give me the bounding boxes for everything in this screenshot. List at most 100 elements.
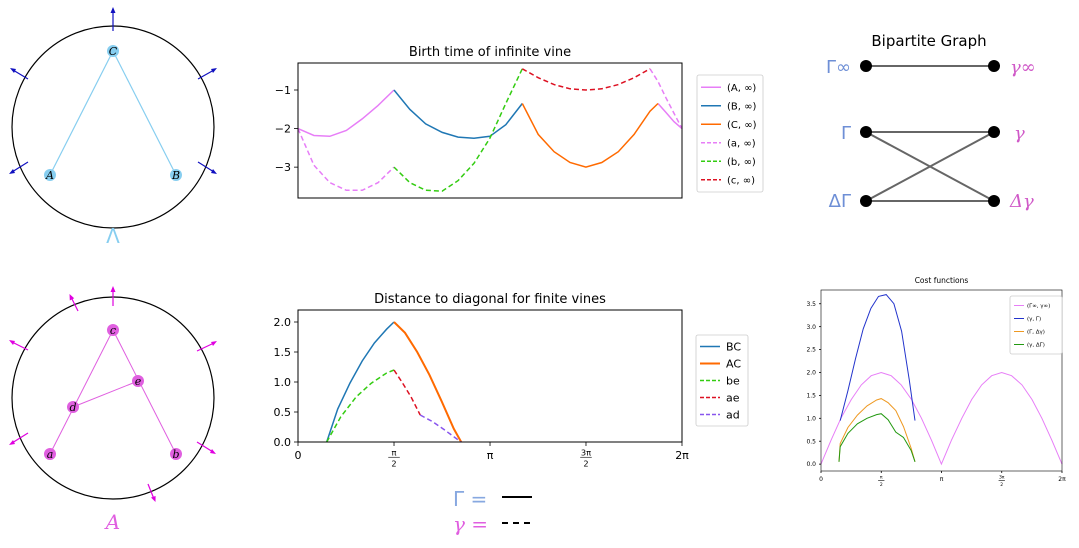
- y-tick-label: 2.0: [274, 316, 292, 329]
- y-tick-label: 1.5: [274, 346, 292, 359]
- bottom-caption: A: [104, 510, 120, 534]
- chart-title: Cost functions: [915, 276, 969, 285]
- series-line-ae-3: [393, 369, 421, 416]
- legend-box: [1009, 295, 1063, 355]
- normal-arrow: [12, 69, 29, 80]
- birth-time-chart: Birth time of infinite vine −1 −2 −3 (A, ∞) (…: [275, 45, 764, 199]
- gamma-low-label: γ =: [453, 512, 488, 536]
- graph-node: [988, 126, 1000, 138]
- cost-chart: Cost functions 0.0 0.5 1.0 1.5 2.0 2.5 3.0 3.5 0 π…: [806, 276, 1066, 488]
- edge-cb: [112, 329, 177, 455]
- graph-left-label: Γ: [841, 123, 851, 144]
- graph-node: [860, 126, 872, 138]
- vertex-B: [170, 169, 182, 181]
- legend-label: (Γ, Δγ): [1027, 329, 1045, 335]
- edge-CA: [49, 50, 114, 176]
- legend-label: ae: [726, 391, 740, 404]
- legend-label: be: [726, 374, 740, 387]
- legend-label: (c, ∞): [727, 175, 755, 186]
- top-caption: Λ: [106, 224, 120, 248]
- vertex-a: [44, 448, 56, 460]
- graph-left-label: Γ∞: [826, 57, 851, 78]
- x-tick-label-den: 2: [583, 459, 588, 469]
- vertex-d: [67, 401, 79, 413]
- legend-label: (B, ∞): [727, 101, 756, 112]
- y-tick-label: 1.0: [806, 415, 816, 422]
- series-line-A-0: [297, 89, 395, 138]
- legend-label: (a, ∞): [727, 138, 756, 149]
- x-tick-label-den: 2: [1000, 482, 1003, 488]
- series-line-c-5: [521, 68, 651, 91]
- chart-title: Birth time of infinite vine: [409, 45, 571, 60]
- y-tick-label: 3.0: [806, 324, 816, 331]
- label-c: c: [110, 324, 116, 337]
- series-line--2: [838, 398, 916, 462]
- x-tick-label: 0: [819, 476, 823, 483]
- edge-ca: [49, 329, 114, 455]
- series-line--1: [839, 294, 916, 421]
- bottom-complex: c e d a b A: [9, 286, 217, 534]
- x-tick-label-num: 3π: [581, 447, 591, 457]
- normal-arrowhead: [69, 294, 75, 301]
- x-tick-label: π: [487, 449, 494, 462]
- y-tick-label: 3.5: [806, 301, 816, 308]
- normal-arrowhead: [211, 169, 217, 174]
- edge-de: [72, 380, 139, 408]
- series-line-AC-1: [393, 321, 463, 443]
- series-line--0: [820, 371, 1063, 466]
- normal-arrow: [147, 483, 155, 500]
- legend-label: AC: [726, 357, 741, 370]
- x-tick-label: π: [940, 476, 944, 483]
- legend-box: [696, 74, 764, 193]
- x-tick-label-num: 3π: [999, 475, 1005, 481]
- legend-label: (C, ∞): [727, 120, 757, 131]
- graph-node: [988, 195, 1000, 207]
- graph-left-label: ΔΓ: [829, 191, 851, 212]
- y-tick-label: 0.5: [274, 406, 292, 419]
- legend-label: (A, ∞): [727, 83, 756, 94]
- y-tick-label: 0.0: [274, 436, 292, 449]
- y-tick-label: 1.0: [274, 376, 292, 389]
- x-tick-label-num: π: [392, 447, 397, 457]
- normal-arrow: [197, 69, 215, 80]
- distance-chart: Distance to diagonal for finite vines 0.0…: [274, 292, 749, 469]
- label-a: a: [47, 448, 54, 461]
- series-line-be-2: [326, 369, 395, 443]
- graph-title: Bipartite Graph: [871, 32, 986, 50]
- vertex-b: [170, 448, 182, 460]
- normal-arrowhead: [10, 68, 16, 73]
- series-line-b-4: [393, 68, 523, 192]
- label-d: d: [69, 401, 76, 414]
- series-line--3: [838, 413, 916, 462]
- vertex-c: [107, 324, 119, 336]
- normal-arrowhead: [211, 341, 217, 346]
- graph-right-label: γ∞: [1010, 57, 1036, 78]
- normal-arrowhead: [9, 340, 15, 345]
- normal-arrow: [11, 341, 29, 351]
- graph-node: [860, 60, 872, 72]
- label-b: b: [172, 448, 179, 461]
- y-tick-label: 0.0: [806, 461, 816, 468]
- graph-node: [860, 195, 872, 207]
- x-tick-label: 2π: [675, 449, 689, 462]
- normal-arrowhead: [110, 7, 116, 13]
- normal-arrowhead: [210, 449, 216, 454]
- series-line-B-1: [393, 89, 523, 139]
- y-tick-label: −3: [275, 161, 291, 174]
- normal-arrowhead: [110, 286, 116, 292]
- line-style-note: Γ = γ =: [453, 487, 532, 536]
- legend-label: ad: [726, 408, 740, 421]
- legend-label: BC: [726, 340, 741, 353]
- series-line-ad-4: [419, 414, 462, 443]
- legend-label: (b, ∞): [727, 157, 756, 168]
- normal-arrowhead: [211, 68, 217, 73]
- graph-edges: [865, 65, 995, 202]
- series-line-a-3: [297, 128, 395, 192]
- gamma-cap-label: Γ =: [453, 487, 487, 511]
- vertex-e: [132, 375, 144, 387]
- y-tick-label: 1.5: [806, 392, 816, 399]
- vertex-C: [107, 45, 119, 57]
- chart-title: Distance to diagonal for finite vines: [374, 292, 606, 307]
- plot-frame: [297, 62, 683, 199]
